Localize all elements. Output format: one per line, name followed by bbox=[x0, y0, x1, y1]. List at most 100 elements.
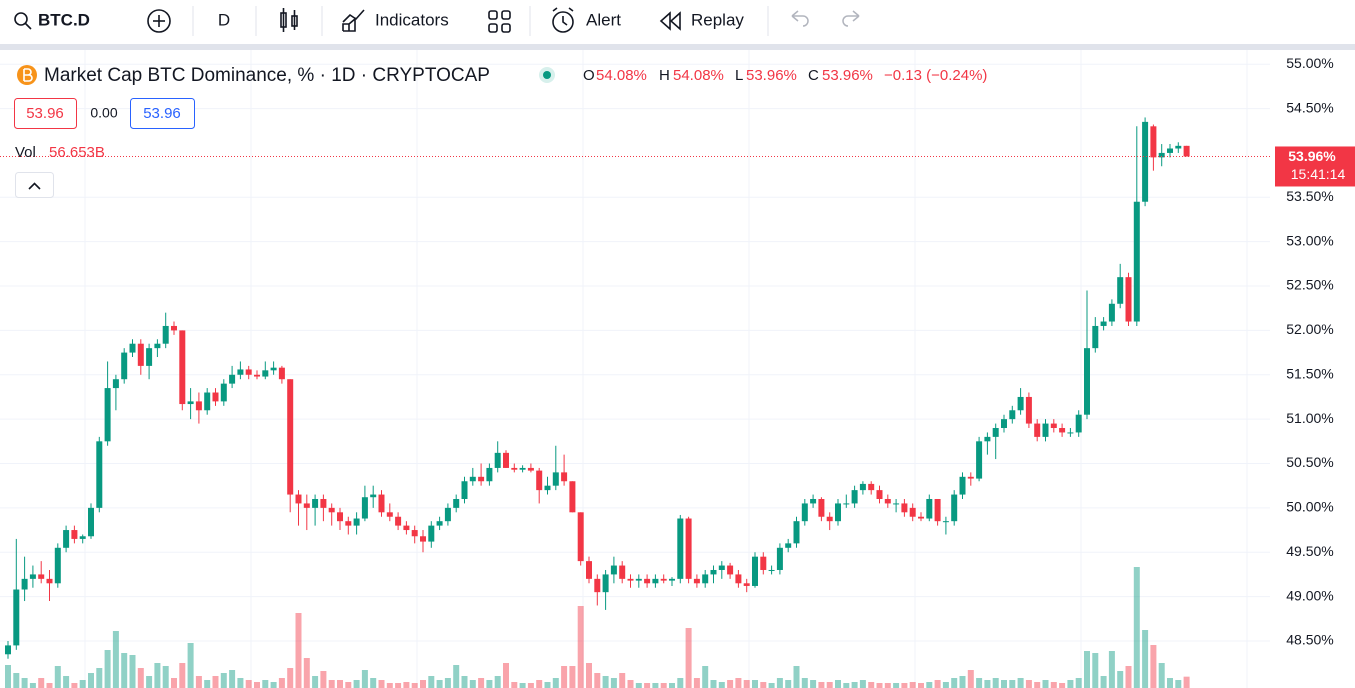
volume-bar bbox=[1158, 663, 1165, 688]
candle-body bbox=[137, 343, 144, 366]
candle-body bbox=[503, 452, 509, 468]
candle-body bbox=[527, 467, 534, 471]
candle-body bbox=[494, 452, 501, 468]
open-label: O bbox=[583, 67, 595, 84]
y-tick-label: 49.50% bbox=[1286, 543, 1333, 559]
candle-body bbox=[727, 565, 734, 575]
volume-bar bbox=[287, 668, 294, 688]
candle-body bbox=[1167, 148, 1173, 153]
candle-body bbox=[320, 498, 327, 508]
volume-bar bbox=[96, 668, 103, 688]
volume-bar bbox=[934, 680, 941, 688]
volume-bar bbox=[1092, 653, 1099, 688]
volume-value: 56.653B bbox=[49, 144, 105, 161]
volume-bar bbox=[112, 631, 119, 688]
volume-bar bbox=[959, 676, 966, 688]
alert-label[interactable]: Alert bbox=[586, 10, 621, 29]
candle-body bbox=[793, 521, 800, 544]
compare-button[interactable] bbox=[147, 9, 171, 33]
volume-bar bbox=[893, 683, 900, 688]
volume-bar bbox=[104, 650, 111, 688]
replay-button[interactable]: Replay bbox=[659, 10, 744, 31]
candle-body bbox=[1100, 321, 1107, 326]
candle-body bbox=[959, 476, 966, 495]
candle-body bbox=[577, 512, 584, 562]
y-tick-label: 49.00% bbox=[1286, 587, 1333, 603]
interval[interactable]: D bbox=[218, 10, 230, 29]
candle-body bbox=[486, 467, 493, 482]
candle-body bbox=[129, 343, 136, 353]
volume-bar bbox=[967, 670, 974, 688]
volume-bar bbox=[303, 658, 310, 688]
sell-box[interactable] bbox=[14, 98, 77, 129]
volume-bar bbox=[785, 680, 792, 688]
candle-body bbox=[544, 485, 551, 491]
high-value: 54.08% bbox=[673, 67, 724, 84]
volume-bar bbox=[544, 682, 551, 688]
redo-button[interactable] bbox=[842, 10, 860, 27]
candle-body bbox=[909, 507, 916, 517]
candle-body bbox=[229, 374, 236, 384]
volume-bar bbox=[503, 663, 509, 688]
volume-bar bbox=[428, 676, 435, 688]
buy-price[interactable]: 53.96 bbox=[143, 105, 181, 122]
indicators-label[interactable]: Indicators bbox=[375, 10, 449, 29]
volume-bar bbox=[669, 683, 675, 688]
volume-bar bbox=[677, 678, 684, 688]
candle-body bbox=[1175, 145, 1182, 149]
candle-body bbox=[519, 467, 526, 470]
volume-bar bbox=[38, 678, 45, 688]
candle-body bbox=[278, 367, 285, 380]
volume-bar bbox=[884, 683, 891, 688]
candle-body bbox=[1042, 423, 1049, 437]
volume-bar bbox=[370, 678, 377, 688]
chart-type-button[interactable] bbox=[280, 8, 298, 32]
alert-button[interactable]: Alert bbox=[552, 7, 621, 33]
candle-body bbox=[1133, 201, 1140, 322]
candle-body bbox=[21, 578, 28, 590]
buy-box[interactable] bbox=[130, 98, 195, 129]
candle-body bbox=[469, 476, 476, 482]
volume-bar bbox=[162, 666, 169, 688]
volume-bar bbox=[386, 683, 393, 688]
collapse-button[interactable] bbox=[15, 172, 54, 198]
volume-bar bbox=[461, 676, 468, 688]
candle-body bbox=[876, 490, 883, 499]
y-tick-label: 51.00% bbox=[1286, 410, 1333, 426]
candle-body bbox=[660, 578, 667, 581]
candle-body bbox=[1125, 277, 1132, 322]
volume-bar bbox=[561, 666, 568, 688]
candle-body bbox=[1059, 428, 1066, 433]
candle-body bbox=[868, 483, 875, 491]
y-tick-label: 50.50% bbox=[1286, 454, 1333, 470]
candle-body bbox=[295, 494, 302, 504]
volume-bar bbox=[519, 683, 526, 688]
candle-body bbox=[511, 467, 518, 470]
volume-bar bbox=[1125, 666, 1132, 688]
templates-button[interactable] bbox=[488, 10, 511, 33]
symbol[interactable]: BTC.D bbox=[38, 10, 90, 29]
candle-body bbox=[776, 547, 783, 570]
candle-body bbox=[586, 561, 592, 579]
indicators-button[interactable]: Indicators bbox=[342, 9, 449, 32]
volume-bar bbox=[361, 670, 368, 688]
replay-label[interactable]: Replay bbox=[691, 10, 744, 29]
volume-bar bbox=[735, 678, 742, 688]
last-price-box bbox=[1275, 146, 1355, 187]
candle-body bbox=[942, 521, 949, 523]
volume-bar bbox=[13, 673, 20, 688]
volume-bar bbox=[818, 682, 825, 688]
candle-body bbox=[112, 379, 119, 389]
candle-body bbox=[436, 521, 443, 526]
volume-bar bbox=[984, 680, 991, 688]
sell-price[interactable]: 53.96 bbox=[26, 105, 64, 122]
volume-bar bbox=[760, 682, 767, 688]
change-value: −0.13 (−0.24%) bbox=[884, 67, 987, 84]
search-icon[interactable] bbox=[14, 12, 28, 26]
volume-bar bbox=[1067, 680, 1074, 688]
undo-button[interactable] bbox=[791, 10, 809, 27]
volume-bar bbox=[204, 680, 211, 688]
candle-body bbox=[312, 498, 319, 508]
candle-body bbox=[287, 379, 294, 495]
volume-bar bbox=[536, 680, 543, 688]
